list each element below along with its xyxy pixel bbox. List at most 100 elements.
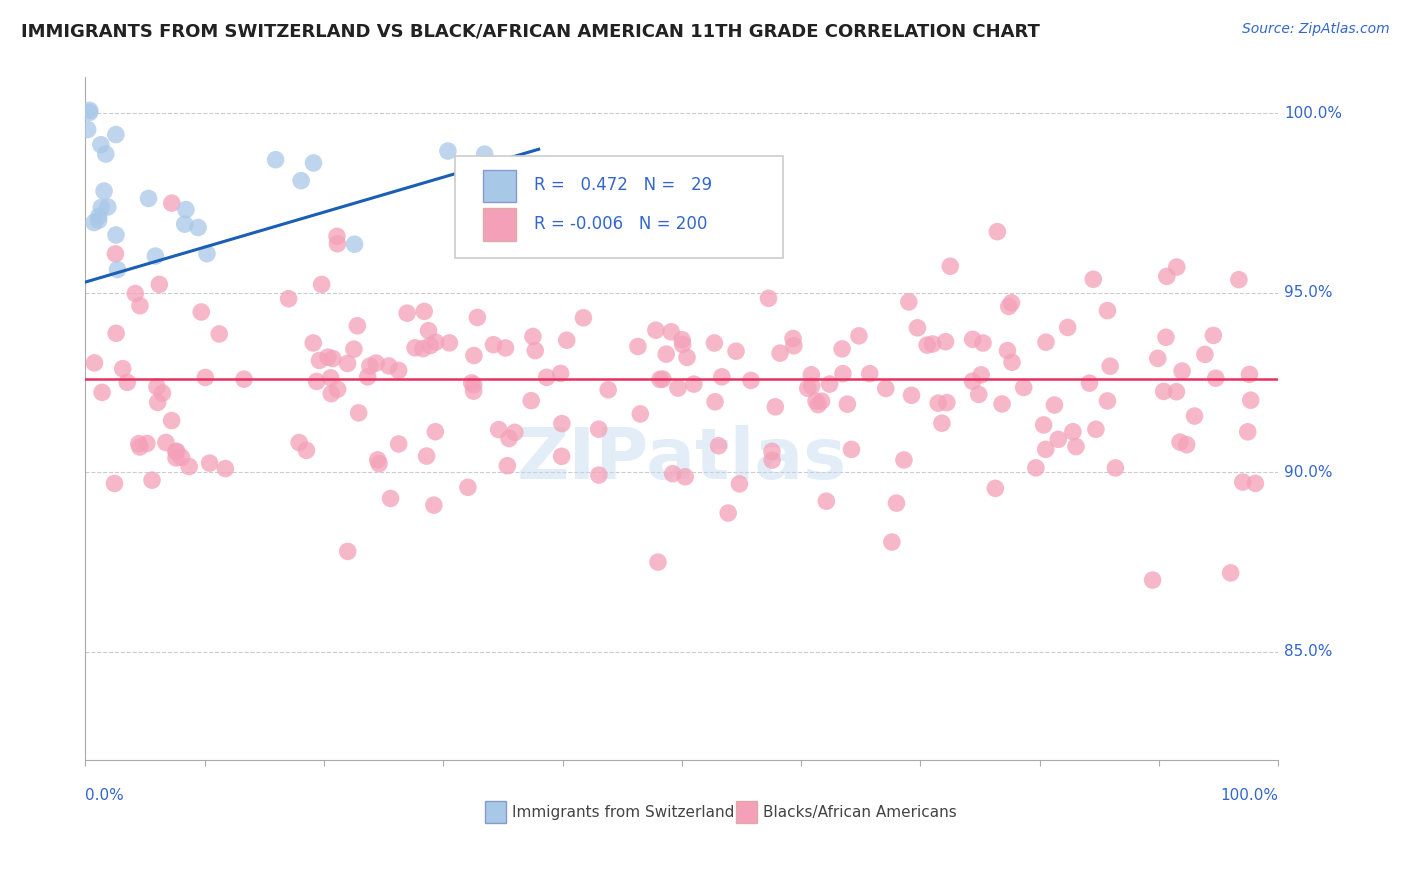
- Point: [725, 344, 748, 359]
- Point: [336, 356, 359, 370]
- Point: [598, 383, 620, 397]
- Point: [972, 336, 994, 351]
- Point: [388, 363, 411, 377]
- Point: [710, 369, 733, 384]
- Point: [967, 387, 990, 401]
- Point: [761, 444, 783, 458]
- Point: [174, 202, 197, 217]
- Point: [336, 544, 359, 558]
- Point: [425, 425, 447, 439]
- Point: [190, 305, 212, 319]
- Text: 100.0%: 100.0%: [1284, 106, 1343, 120]
- Point: [425, 335, 447, 350]
- Point: [962, 374, 984, 388]
- Point: [782, 331, 804, 345]
- Point: [1035, 442, 1057, 457]
- Bar: [735, 801, 756, 823]
- Point: [396, 306, 419, 320]
- Point: [503, 425, 526, 440]
- Point: [482, 240, 505, 254]
- Point: [413, 304, 436, 318]
- Point: [165, 444, 187, 458]
- Point: [1205, 371, 1227, 385]
- Point: [1104, 461, 1126, 475]
- Point: [740, 373, 762, 387]
- Point: [666, 381, 689, 395]
- Point: [105, 326, 128, 341]
- Point: [1078, 376, 1101, 391]
- Point: [859, 367, 882, 381]
- Point: [970, 368, 993, 382]
- Point: [1156, 269, 1178, 284]
- Point: [326, 229, 349, 244]
- Text: Source: ZipAtlas.com: Source: ZipAtlas.com: [1241, 22, 1389, 37]
- Point: [800, 379, 823, 393]
- Point: [769, 346, 792, 360]
- Point: [1097, 303, 1119, 318]
- Point: [1062, 425, 1084, 439]
- Point: [488, 423, 510, 437]
- Point: [900, 388, 922, 402]
- Point: [135, 436, 157, 450]
- Point: [1202, 328, 1225, 343]
- Point: [1166, 260, 1188, 274]
- Point: [671, 333, 693, 347]
- Point: [495, 341, 517, 355]
- Point: [550, 450, 572, 464]
- Point: [520, 181, 543, 195]
- Point: [841, 442, 863, 457]
- Point: [104, 227, 127, 242]
- Point: [1083, 272, 1105, 286]
- Text: 0.0%: 0.0%: [86, 789, 124, 804]
- Bar: [485, 801, 506, 823]
- Point: [536, 370, 558, 384]
- Point: [810, 394, 832, 409]
- Point: [343, 237, 366, 252]
- Point: [214, 461, 236, 475]
- Point: [104, 128, 127, 142]
- Point: [758, 291, 780, 305]
- Point: [921, 337, 943, 351]
- Point: [321, 386, 343, 401]
- Point: [378, 359, 401, 373]
- Point: [935, 334, 957, 349]
- Point: [1012, 380, 1035, 394]
- Point: [1227, 273, 1250, 287]
- Point: [520, 393, 543, 408]
- Point: [79, 105, 101, 120]
- Point: [173, 217, 195, 231]
- Point: [496, 458, 519, 473]
- Point: [170, 450, 193, 465]
- Point: [1035, 335, 1057, 350]
- Text: R =   0.472   N =   29: R = 0.472 N = 29: [534, 177, 711, 194]
- Point: [815, 494, 838, 508]
- Point: [295, 443, 318, 458]
- FancyBboxPatch shape: [456, 156, 783, 258]
- Point: [187, 220, 209, 235]
- Point: [305, 375, 328, 389]
- Point: [659, 325, 682, 339]
- Point: [783, 339, 806, 353]
- Point: [1166, 384, 1188, 399]
- Point: [288, 435, 311, 450]
- Point: [997, 300, 1019, 314]
- Point: [494, 227, 516, 242]
- Point: [588, 468, 610, 483]
- Point: [648, 372, 671, 386]
- Point: [832, 367, 855, 381]
- Point: [704, 394, 727, 409]
- Point: [322, 351, 344, 366]
- Point: [1097, 393, 1119, 408]
- Point: [763, 400, 786, 414]
- Point: [138, 191, 160, 205]
- Point: [1001, 355, 1024, 369]
- Point: [356, 369, 378, 384]
- Point: [79, 103, 101, 118]
- Point: [886, 496, 908, 510]
- Point: [991, 397, 1014, 411]
- Point: [986, 225, 1008, 239]
- Point: [1146, 351, 1168, 366]
- Point: [548, 212, 571, 227]
- Point: [673, 469, 696, 483]
- Point: [551, 417, 574, 431]
